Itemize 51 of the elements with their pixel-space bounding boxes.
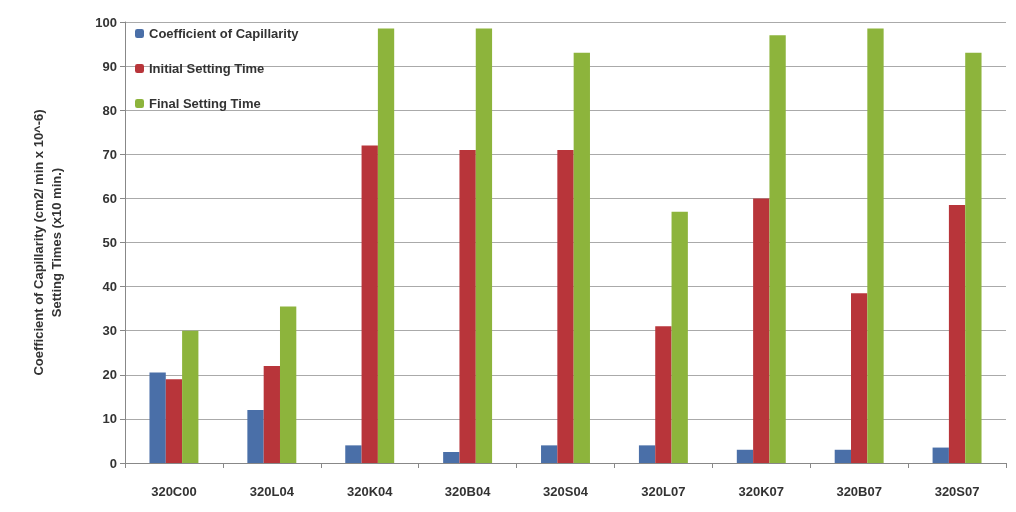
y-tick-label: 10	[102, 411, 117, 427]
x-tick-label: 320S07	[934, 484, 980, 499]
bar	[557, 149, 574, 463]
bar	[851, 293, 868, 463]
y-tick-label: 70	[102, 146, 117, 162]
bar	[443, 451, 460, 463]
y-tick-label: 100	[95, 14, 117, 30]
y-axis-title: Coefficient of Capillarity (cm2/ min x 10^-6) Setting Times (x10 min.)	[30, 109, 64, 376]
y-tick-label: 80	[102, 102, 117, 118]
bar	[279, 306, 297, 463]
legend-label: Coefficient of Capillarity	[149, 26, 300, 41]
y-tick-label: 30	[102, 323, 117, 339]
bar	[165, 379, 183, 463]
bar	[834, 449, 852, 463]
legend-label: Initial Setting Time	[149, 61, 265, 76]
bar	[753, 198, 770, 463]
legend-label: Final Setting Time	[149, 96, 261, 111]
bar	[475, 28, 493, 463]
bar	[247, 410, 264, 463]
bar	[655, 326, 672, 463]
bar	[769, 35, 786, 463]
x-tick-label: 320L07	[641, 484, 686, 499]
bar	[149, 372, 166, 463]
bar	[541, 445, 558, 463]
bar	[638, 445, 656, 463]
y-tick-label: 20	[102, 367, 117, 383]
y-tick-label: 40	[102, 279, 117, 295]
bar	[263, 365, 280, 463]
x-tick-label: 320L04	[249, 484, 295, 499]
x-tick-label: 320B07	[836, 484, 882, 499]
bar	[671, 211, 688, 463]
bar	[182, 330, 199, 463]
bar	[948, 205, 966, 463]
bar	[573, 52, 590, 463]
y-tick-label: 60	[102, 190, 117, 206]
bar	[459, 149, 476, 463]
x-tick-label: 320S04	[543, 484, 589, 499]
bar	[736, 449, 754, 463]
bar	[932, 447, 949, 463]
bar	[361, 145, 378, 463]
y-tick-label: 90	[102, 58, 117, 74]
y-tick-label: 50	[102, 235, 117, 250]
x-tick-label: 320C00	[151, 484, 197, 499]
bar	[867, 28, 884, 463]
x-tick-label: 320K04	[346, 484, 394, 499]
x-tick-label: 320B04	[444, 484, 492, 499]
x-tick-label: 320K07	[738, 484, 785, 499]
bar	[377, 28, 395, 463]
bar	[345, 445, 362, 463]
y-tick-label: 0	[109, 455, 117, 471]
bar	[965, 52, 982, 463]
